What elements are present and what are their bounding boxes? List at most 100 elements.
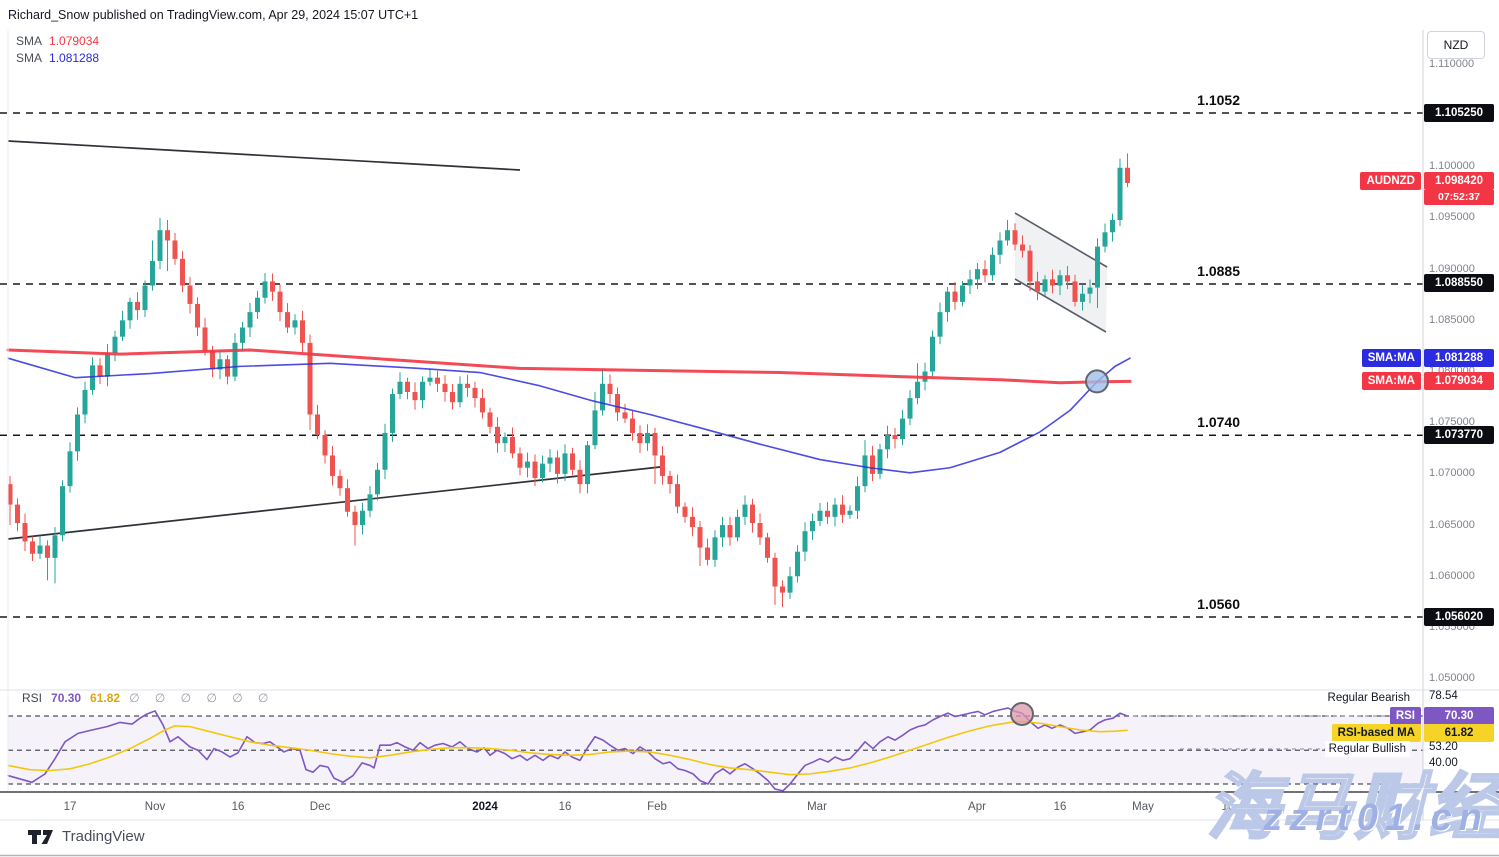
candle-body — [300, 320, 305, 343]
candle-body — [495, 426, 500, 444]
candle-body — [802, 531, 808, 552]
rsi-title: RSI — [22, 691, 43, 705]
sma-slow-legend-row[interactable]: SMA 1.079034 — [16, 33, 99, 50]
sma-fast-legend-row[interactable]: SMA 1.081288 — [16, 50, 99, 67]
candle-body — [127, 301, 133, 321]
candle-body — [15, 504, 20, 524]
candle-body — [705, 547, 710, 560]
tradingview-logo[interactable]: TradingView — [28, 828, 145, 845]
candle-body — [607, 383, 613, 395]
candle-body — [510, 437, 515, 454]
candle-body — [877, 449, 883, 474]
candle-body — [742, 504, 748, 517]
candle-body — [1065, 275, 1070, 282]
candle-body — [780, 586, 785, 593]
candle-body — [975, 269, 980, 280]
candle-body — [315, 414, 320, 435]
flag-channel-top[interactable] — [1014, 212, 1108, 268]
candle-body — [187, 285, 193, 304]
rsi-legend[interactable]: RSI 70.30 61.82 ∅ ∅ ∅ ∅ ∅ ∅ — [22, 691, 274, 705]
candle-body — [900, 418, 905, 440]
candle-body — [75, 414, 80, 452]
candle-body — [45, 545, 50, 558]
candle-body — [135, 301, 140, 311]
candle-body — [97, 365, 103, 377]
candle-body — [390, 394, 395, 433]
candle-body — [600, 383, 605, 411]
sma-slow-line[interactable] — [6, 348, 1132, 385]
candle-body — [82, 389, 88, 415]
candle-body — [540, 463, 545, 478]
candle-body — [67, 451, 73, 487]
candle-body — [1095, 246, 1100, 288]
trendline[interactable] — [7, 140, 521, 171]
candle-body — [360, 510, 365, 526]
sma-fast-line[interactable] — [7, 357, 1131, 474]
candle-body — [232, 342, 238, 377]
candle-body — [990, 254, 995, 276]
candle-body — [885, 434, 890, 450]
regular-bearish-value: 78.54 — [1429, 690, 1458, 702]
candle-body — [105, 353, 110, 377]
rsi-value-badge: 70.30 — [1424, 707, 1494, 725]
candle-body — [217, 359, 223, 370]
candle-body — [787, 576, 793, 593]
candle-body — [292, 320, 298, 328]
candle-body — [412, 391, 418, 401]
trendline[interactable] — [7, 466, 661, 540]
candle-body — [517, 453, 523, 468]
candle-body — [367, 494, 373, 511]
candle-body — [532, 461, 538, 478]
candle-body — [285, 312, 290, 328]
candle-body — [720, 525, 725, 538]
candle-body — [180, 258, 185, 286]
rsi-line[interactable] — [7, 707, 1128, 792]
candle-body — [795, 551, 800, 577]
candle-body — [930, 336, 935, 372]
candle-body — [757, 523, 763, 538]
candle-body — [382, 432, 388, 470]
candle-body — [330, 455, 335, 476]
candle-body — [960, 285, 965, 302]
candle-body — [667, 475, 673, 485]
sma-value: 1.079034 — [49, 34, 100, 48]
candle-body — [840, 504, 845, 515]
candle-body — [712, 537, 718, 560]
indicator-legend: SMA 1.079034 SMA 1.081288 — [16, 33, 99, 67]
candle-body — [997, 240, 1003, 255]
candle-body — [30, 541, 35, 554]
price-cross-marker[interactable] — [1085, 369, 1109, 394]
candle-body — [772, 557, 778, 587]
candle-body — [1050, 279, 1055, 286]
candle-body — [1005, 230, 1010, 241]
candle-body — [157, 230, 163, 261]
symbol-badge: AUDNZD — [1360, 172, 1421, 190]
candle-body — [22, 523, 28, 542]
candle-body — [615, 394, 620, 413]
candle-body — [1035, 281, 1040, 292]
watermark-chinese: 海马财经 — [1206, 767, 1499, 850]
candle-body — [487, 412, 493, 427]
candle-body — [825, 510, 830, 517]
candle-body — [832, 504, 838, 517]
candle-body — [1125, 167, 1130, 183]
candle-body — [352, 511, 358, 526]
candle-body — [660, 455, 665, 476]
candle-body — [525, 461, 530, 468]
rsi-badge: RSI — [1389, 707, 1421, 725]
candle-body — [345, 488, 350, 512]
candle-body — [270, 281, 275, 292]
candle-body — [277, 291, 283, 313]
candle-body — [60, 486, 65, 536]
candle-body — [697, 527, 703, 548]
rsi-ma-badge: RSI-based MA — [1331, 724, 1421, 742]
currency-button[interactable]: NZD — [1427, 31, 1485, 59]
candle-body — [1072, 281, 1078, 302]
candle-body — [247, 312, 253, 328]
rsi-ma-line[interactable] — [7, 720, 1128, 776]
flag-channel-fill[interactable] — [1015, 213, 1107, 332]
candle-body — [915, 381, 920, 399]
rsi-cross-marker[interactable] — [1010, 701, 1034, 726]
